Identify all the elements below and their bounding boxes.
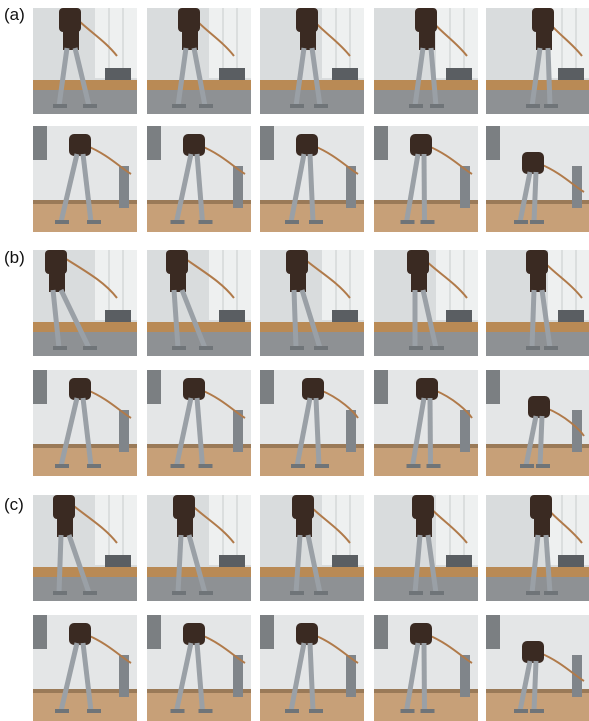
robot-photo-frame <box>33 126 137 232</box>
robot-photo-front <box>486 8 589 114</box>
robot-photo-front <box>374 250 478 356</box>
robot-photo-frame <box>374 370 478 476</box>
robot-photo-frame <box>374 495 478 601</box>
robot-photo-side <box>260 126 364 232</box>
robot-photo-frame <box>260 615 364 721</box>
robot-photo-front <box>260 495 364 601</box>
robot-photo-frame <box>374 250 478 356</box>
robot-photo-front <box>33 495 137 601</box>
robot-photo-frame <box>33 615 137 721</box>
robot-photo-frame <box>374 8 478 114</box>
panel-1-side-row <box>33 126 589 232</box>
robot-photo-frame <box>486 370 589 476</box>
robot-photo-frame <box>260 495 364 601</box>
robot-photo-front <box>260 8 364 114</box>
robot-photo-side <box>147 126 251 232</box>
panel-3-front-row <box>33 495 589 601</box>
robot-photo-frame <box>486 250 589 356</box>
panel-label-c: (c) <box>4 495 24 514</box>
robot-photo-side <box>486 126 589 232</box>
photo-grid <box>33 8 589 721</box>
robot-photo-front <box>486 495 589 601</box>
robot-photo-front <box>374 495 478 601</box>
robot-photo-side <box>374 370 478 476</box>
robot-photo-frame <box>33 8 137 114</box>
robot-photo-side <box>33 126 137 232</box>
robot-photo-front <box>486 250 589 356</box>
robot-photo-front <box>147 250 251 356</box>
robot-photo-side <box>486 370 589 476</box>
robot-photo-frame <box>147 615 251 721</box>
robot-photo-front <box>147 8 251 114</box>
robot-photo-frame <box>147 250 251 356</box>
robot-photo-frame <box>147 8 251 114</box>
robot-photo-frame <box>147 370 251 476</box>
robot-photo-frame <box>486 8 589 114</box>
robot-photo-front <box>33 8 137 114</box>
robot-photo-side <box>33 615 137 721</box>
robot-photo-side <box>147 615 251 721</box>
panel-3-side-row <box>33 615 589 721</box>
robot-photo-side <box>374 615 478 721</box>
robot-photo-frame <box>486 615 589 721</box>
robot-photo-side <box>147 370 251 476</box>
panel-label-b: (b) <box>4 248 25 267</box>
robot-photo-frame <box>147 495 251 601</box>
robot-photo-frame <box>374 126 478 232</box>
robot-photo-front <box>147 495 251 601</box>
robot-photo-frame <box>374 615 478 721</box>
robot-photo-frame <box>33 370 137 476</box>
panel-label-a: (a) <box>4 5 25 24</box>
robot-photo-frame <box>486 495 589 601</box>
robot-photo-front <box>374 8 478 114</box>
robot-photo-frame <box>260 370 364 476</box>
robot-photo-frame <box>486 126 589 232</box>
robot-photo-side <box>260 615 364 721</box>
robot-photo-frame <box>260 8 364 114</box>
robot-photo-side <box>486 615 589 721</box>
robot-photo-frame <box>260 126 364 232</box>
panel-2-side-row <box>33 370 589 476</box>
robot-photo-side <box>260 370 364 476</box>
robot-photo-frame <box>33 495 137 601</box>
robot-photo-frame <box>260 250 364 356</box>
panel-2-front-row <box>33 250 589 356</box>
robot-photo-front <box>33 250 137 356</box>
robot-photo-front <box>260 250 364 356</box>
robot-photo-frame <box>147 126 251 232</box>
panel-1-front-row <box>33 8 589 114</box>
robot-photo-frame <box>33 250 137 356</box>
robot-photo-side <box>33 370 137 476</box>
robot-photo-side <box>374 126 478 232</box>
